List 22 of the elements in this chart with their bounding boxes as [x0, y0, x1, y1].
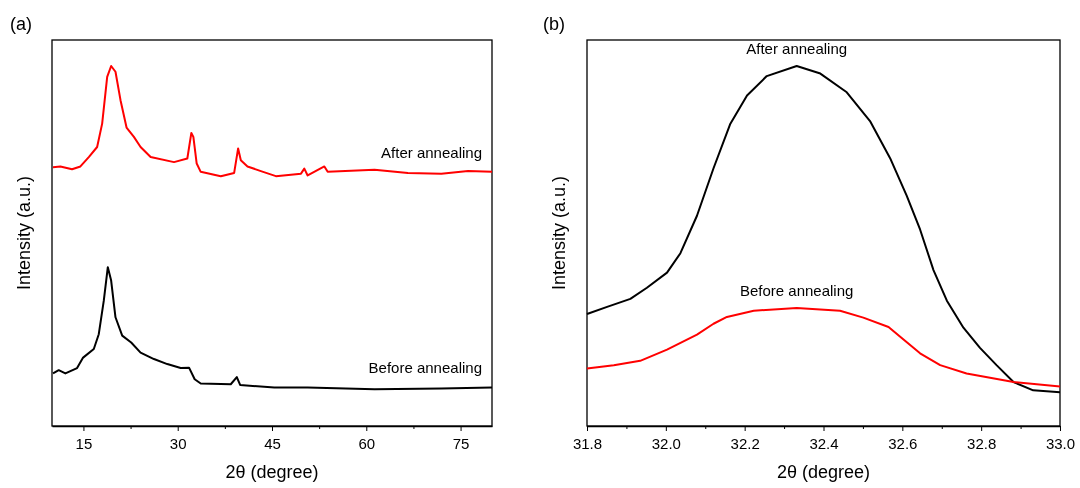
- x-tick-label: 32.8: [967, 435, 997, 452]
- x-tick-label: 31.8: [572, 435, 603, 452]
- x-tick-label: 32.4: [809, 435, 839, 452]
- y-axis-title: Intensity (a.u.): [14, 175, 34, 291]
- x-axis-title: 2θ (degree): [776, 462, 871, 482]
- x-tick-label: 30: [169, 435, 187, 452]
- series-label: After annealing: [746, 40, 848, 57]
- chart-title: (b): [543, 14, 565, 34]
- x-axis-title: 2θ (degree): [225, 462, 319, 482]
- series-label: Before annealing: [368, 359, 482, 377]
- series-label: Before annealing: [739, 281, 854, 299]
- x-tick-label: 75: [452, 435, 470, 452]
- x-tick-label: 32.6: [888, 435, 918, 452]
- x-tick-label: 60: [358, 435, 376, 452]
- x-tick-label: 32.2: [730, 435, 760, 452]
- x-tick-label: 33.0: [1045, 435, 1076, 452]
- x-tick-label: 15: [75, 435, 93, 452]
- x-tick-label: 45: [264, 435, 281, 452]
- x-tick-label: 32.0: [651, 435, 681, 452]
- y-axis-title: Intensity (a.u.): [549, 175, 569, 291]
- chart-title: (a): [10, 14, 32, 34]
- series-label: After annealing: [381, 143, 482, 161]
